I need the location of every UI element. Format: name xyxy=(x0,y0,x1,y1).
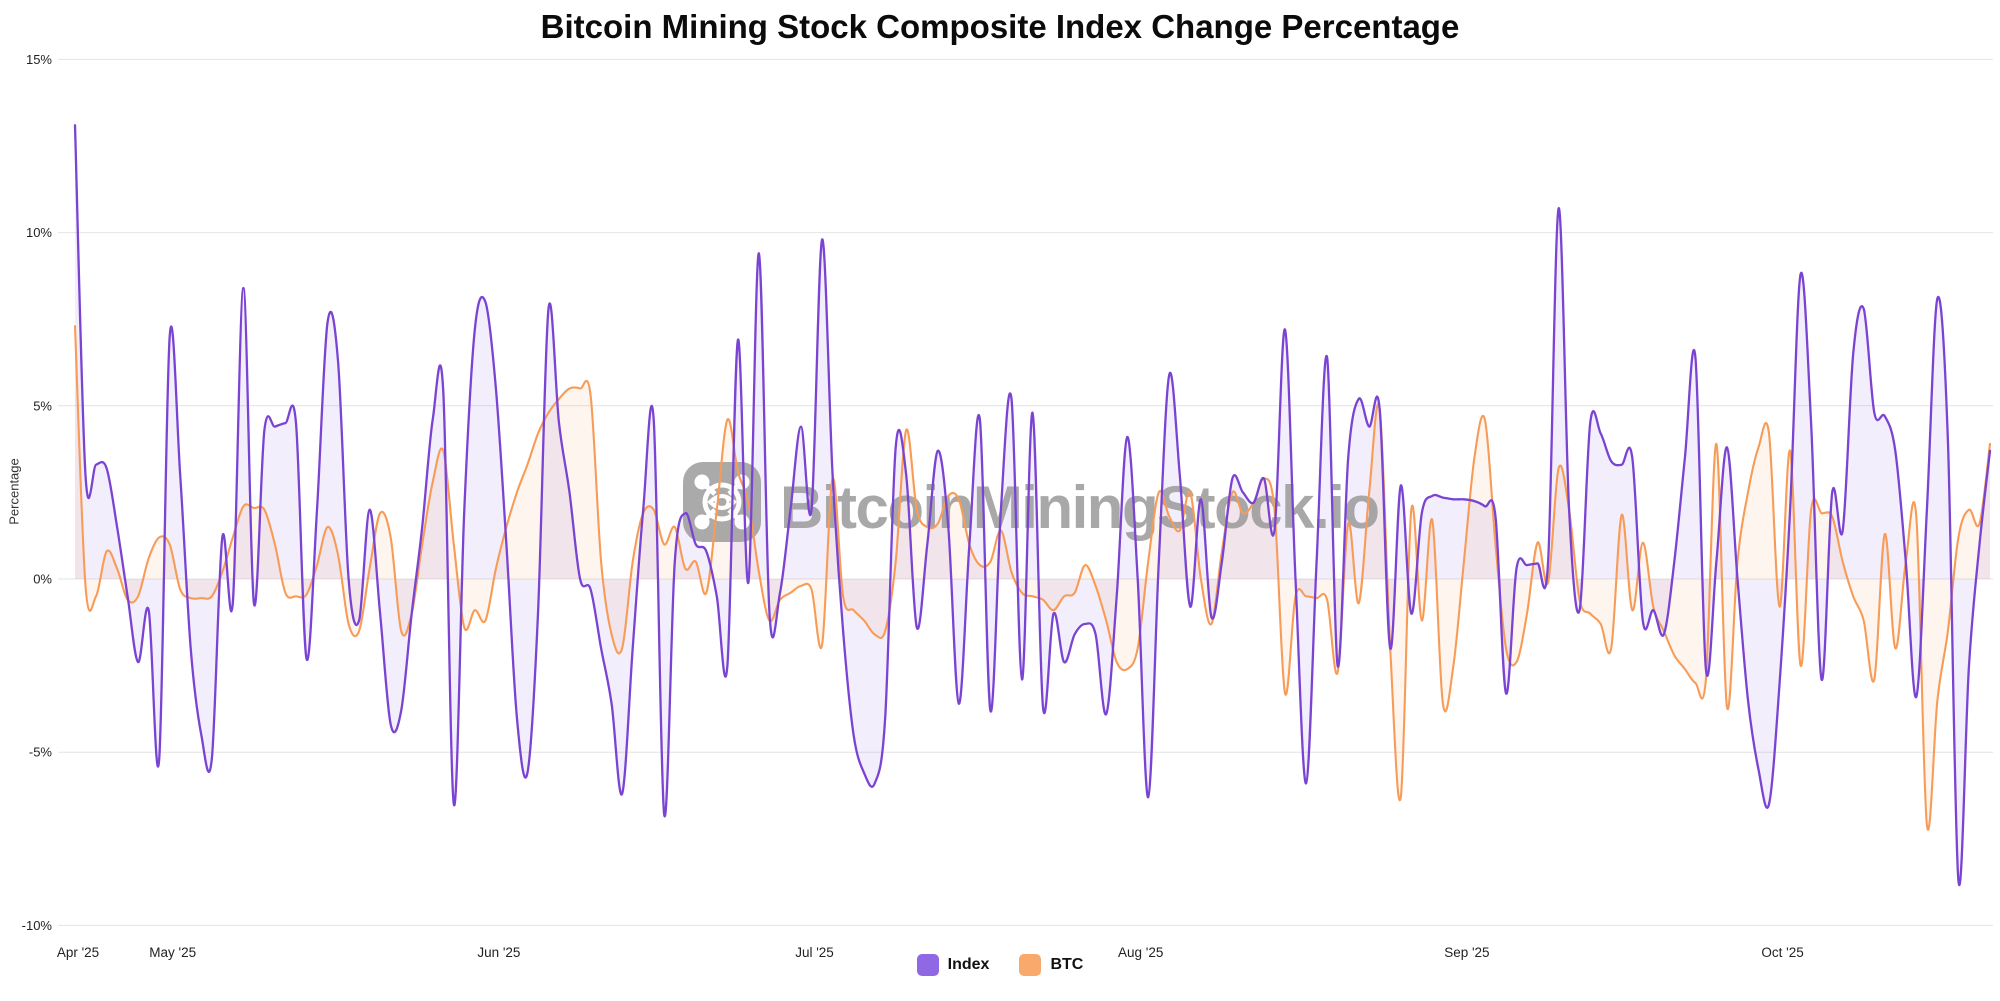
btc-series-area xyxy=(75,326,1990,830)
legend-item-index[interactable]: Index xyxy=(916,954,990,976)
watermark: BitcoinMiningStock.io xyxy=(683,462,1380,542)
x-tick-label: May '25 xyxy=(149,945,196,960)
y-tick-label: 0% xyxy=(33,572,52,587)
x-tick-label: Jul '25 xyxy=(795,945,834,960)
legend-item-btc[interactable]: BTC xyxy=(1019,954,1083,976)
axis-tick-labels: 15% 10% 5% 0% -5% -10% Apr '25 May '25 Jun '25 Ju… xyxy=(22,52,1804,960)
legend-label: Index xyxy=(947,956,990,973)
x-tick-label: Apr '25 xyxy=(57,945,99,960)
series-area-fills xyxy=(75,125,1990,886)
legend-label: BTC xyxy=(1050,956,1084,973)
chart-legend: Index BTC xyxy=(0,954,2000,976)
legend-swatch-index xyxy=(916,954,939,976)
x-tick-label: Aug '25 xyxy=(1118,945,1163,960)
index-series-line xyxy=(73,124,1992,886)
x-tick-label: Sep '25 xyxy=(1444,945,1489,960)
x-tick-label: Oct '25 xyxy=(1761,945,1803,960)
series-lines xyxy=(73,124,1992,886)
y-tick-label: 10% xyxy=(26,225,52,240)
legend-swatch-btc xyxy=(1019,954,1042,976)
x-tick-label: Jun '25 xyxy=(477,945,520,960)
y-tick-label: -10% xyxy=(22,918,53,933)
btc-series-line xyxy=(73,325,1992,831)
watermark-text: BitcoinMiningStock.io xyxy=(780,474,1378,541)
y-tick-label: 15% xyxy=(26,52,52,67)
y-tick-label: -5% xyxy=(29,745,53,760)
y-tick-label: 5% xyxy=(33,398,52,413)
index-series-area xyxy=(75,125,1990,886)
chart-title: Bitcoin Mining Stock Composite Index Cha… xyxy=(540,8,1460,45)
